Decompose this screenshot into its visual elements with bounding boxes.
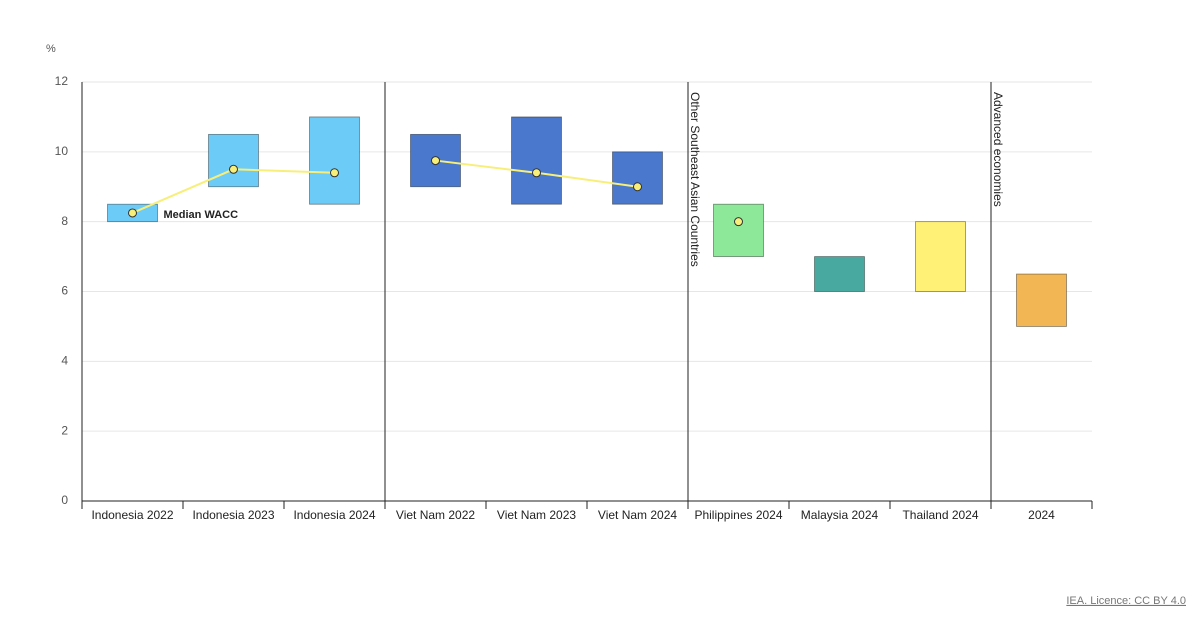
x-tick-label: 2024 [1028,508,1055,522]
range-bar [612,151,663,205]
range-bar [814,256,865,292]
median-point [532,168,541,178]
group-label: Advanced economies [991,92,1005,207]
x-tick-label: Viet Nam 2024 [598,508,677,522]
x-tick-label: Malaysia 2024 [801,508,879,522]
median-point [431,156,440,166]
median-point [229,164,238,174]
y-tick-label: 8 [61,214,68,228]
median-point [330,168,339,178]
range-bar [713,203,764,257]
y-tick-label: 6 [61,284,68,298]
y-tick-label: 2 [61,423,68,437]
range-bar [915,221,966,292]
y-unit: % [46,43,56,55]
y-tick-label: 10 [55,144,69,158]
y-tick-label: 12 [55,74,69,88]
y-tick-label: 4 [61,354,68,368]
median-point [734,217,743,227]
x-tick-label: Thailand 2024 [902,508,978,522]
median-label: Median WACC [164,209,239,221]
x-tick-label: Viet Nam 2023 [497,508,576,522]
x-tick-label: Indonesia 2022 [91,508,173,522]
x-tick-label: Indonesia 2024 [293,508,375,522]
x-tick-label: Viet Nam 2022 [396,508,475,522]
y-tick-label: 0 [61,493,68,507]
range-bar [1016,273,1067,327]
median-point [633,182,642,192]
median-point [128,208,137,218]
group-label: Other Southeast Asian Countries [688,92,702,267]
x-tick-label: Philippines 2024 [694,508,782,522]
range-bar [208,133,259,188]
source-link[interactable]: IEA. Licence: CC BY 4.0 [1066,595,1186,607]
range-bar [511,116,562,205]
range-bar [309,116,360,205]
x-tick-label: Indonesia 2023 [192,508,274,522]
